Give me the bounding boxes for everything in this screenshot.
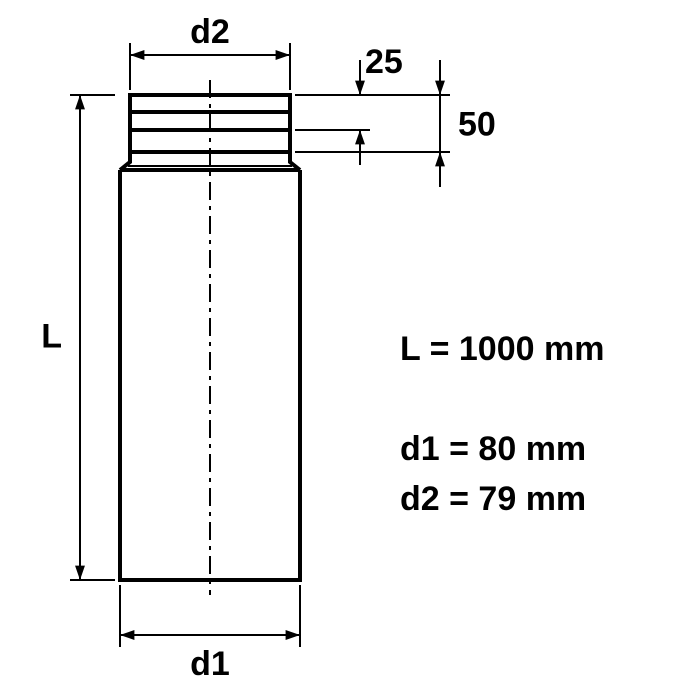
label-L: L [41,318,62,356]
spec-L: L = 1000 mm [400,330,604,368]
label-d1: d1 [190,645,230,683]
label-d2: d2 [190,13,230,51]
label-50: 50 [458,106,496,144]
spec-d2: d2 = 79 mm [400,480,586,518]
pipe-dimension-diagram: Ld1 d2 25 50 L = 1000 mm d1 = 80 mm d2 = 79 mm [0,0,700,700]
spec-d1: d1 = 80 mm [400,430,586,468]
label-25: 25 [365,43,403,81]
